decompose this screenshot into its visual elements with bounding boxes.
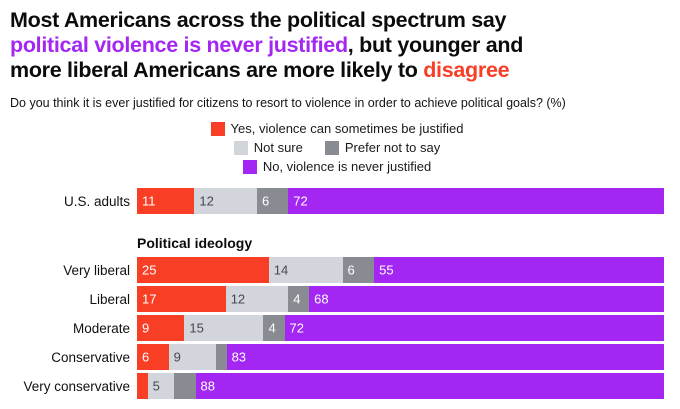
bar-segment-prefer_not: 4	[263, 315, 285, 341]
bar-track: 25 14 6 55	[137, 257, 664, 283]
page-title: Most Americans across the political spec…	[10, 8, 664, 83]
legend: Yes, violence can sometimes be justified…	[10, 121, 664, 174]
legend-label-prefer-not: Prefer not to say	[344, 140, 441, 155]
bar-value-label: 55	[379, 262, 394, 278]
section-heading: Political ideology	[137, 235, 253, 251]
chart-row: Very liberal 25 14 6 55	[10, 257, 664, 283]
chart-row: Moderate 9 15 4 72	[10, 315, 664, 341]
bar-segment-yes: 9	[137, 315, 185, 341]
title-text-3: more liberal Americans are more likely t…	[10, 58, 424, 82]
title-text-2: , but younger and	[347, 33, 524, 57]
bar-value-label: 9	[173, 349, 181, 365]
stacked-bar-chart: U.S. adults 11 12 6 72 Political ideology Very…	[10, 188, 664, 399]
bar-segment-no: 72	[284, 315, 664, 341]
legend-row-2: Not sure Prefer not to say	[10, 140, 664, 155]
section-heading-row: Political ideology	[10, 235, 664, 251]
page: Most Americans across the political spec…	[10, 8, 664, 399]
bar-segment-no: 83	[226, 344, 664, 370]
bar-segment-yes: 11	[137, 188, 195, 214]
bar-value-label: 72	[289, 320, 305, 336]
bar-value-label: 6	[262, 193, 270, 209]
bar-track: 17 12 4 68	[137, 286, 664, 312]
survey-question: Do you think it is ever justified for ci…	[10, 96, 566, 110]
bar-value-label: 15	[189, 320, 204, 336]
bar-segment-not_sure: 14	[268, 257, 343, 283]
bar-segment-prefer_not	[174, 373, 196, 399]
chart-row: U.S. adults 11 12 6 72	[10, 188, 664, 214]
bar-value-label: 11	[142, 193, 156, 209]
row-label: Moderate	[72, 320, 130, 336]
legend-swatch-no	[242, 159, 257, 174]
bar-value-label: 4	[268, 320, 276, 336]
bar-segment-no: 72	[288, 188, 664, 214]
bar-segment-not_sure: 12	[194, 188, 257, 214]
bar-value-label: 9	[142, 320, 150, 336]
legend-swatch-prefer-not	[324, 140, 339, 155]
legend-label-yes: Yes, violence can sometimes be justified	[230, 121, 464, 136]
bar-value-label: 6	[347, 262, 355, 278]
bar-segment-not_sure: 9	[168, 344, 217, 370]
legend-swatch-not-sure	[233, 140, 248, 155]
bar-segment-yes: 25	[137, 257, 269, 283]
bar-value-label: 5	[152, 378, 160, 394]
legend-row-3: No, violence is never justified	[10, 159, 664, 174]
bar-track: 11 12 6 72	[137, 188, 664, 214]
bar-segment-no: 55	[374, 257, 664, 283]
row-label: Very conservative	[23, 378, 130, 394]
bar-value-label: 14	[273, 262, 289, 278]
bar-value-label: 12	[199, 193, 214, 209]
title-highlight-red: disagree	[423, 58, 510, 82]
chart-row: Conservative 6 9 83	[10, 344, 664, 370]
bar-segment-not_sure: 12	[225, 286, 289, 312]
bar-value-label: 68	[314, 291, 329, 307]
bar-segment-yes: 6	[137, 344, 169, 370]
bar-segment-prefer_not: 6	[342, 257, 375, 283]
title-text-1: Most Americans across the political spec…	[10, 8, 507, 32]
bar-track: 5 88	[137, 373, 664, 399]
bar-value-label: 17	[142, 291, 157, 307]
legend-label-not-sure: Not sure	[253, 140, 303, 155]
bar-segment-prefer_not: 6	[257, 188, 289, 214]
bar-value-label: 6	[142, 349, 150, 365]
bar-value-label: 25	[142, 262, 157, 278]
title-highlight-purple: political violence is never justified	[10, 33, 348, 57]
legend-label-no: No, violence is never justified	[262, 159, 432, 174]
row-label: Liberal	[89, 291, 130, 307]
bar-value-label: 88	[200, 378, 215, 394]
row-label: U.S. adults	[63, 193, 130, 209]
bar-segment-prefer_not	[216, 344, 227, 370]
bar-value-label: 83	[231, 349, 247, 365]
row-label: Conservative	[51, 349, 130, 365]
row-label: Very liberal	[63, 262, 130, 278]
bar-segment-not_sure: 5	[147, 373, 175, 399]
bar-segment-no: 68	[309, 286, 664, 312]
bar-segment-yes: 17	[137, 286, 226, 312]
bar-segment-no: 88	[195, 373, 664, 399]
bar-value-label: 12	[230, 291, 246, 307]
bar-track: 9 15 4 72	[137, 315, 664, 341]
bar-segment-prefer_not: 4	[288, 286, 310, 312]
chart-row: Liberal 17 12 4 68	[10, 286, 664, 312]
bar-value-label: 4	[293, 291, 301, 307]
bar-value-label: 72	[293, 193, 308, 209]
chart-row: Very conservative 5 88	[10, 373, 664, 399]
bar-segment-yes	[137, 373, 148, 399]
bar-segment-not_sure: 15	[184, 315, 264, 341]
legend-row-1: Yes, violence can sometimes be justified	[10, 121, 664, 136]
bar-track: 6 9 83	[137, 344, 664, 370]
legend-swatch-yes	[210, 121, 225, 136]
